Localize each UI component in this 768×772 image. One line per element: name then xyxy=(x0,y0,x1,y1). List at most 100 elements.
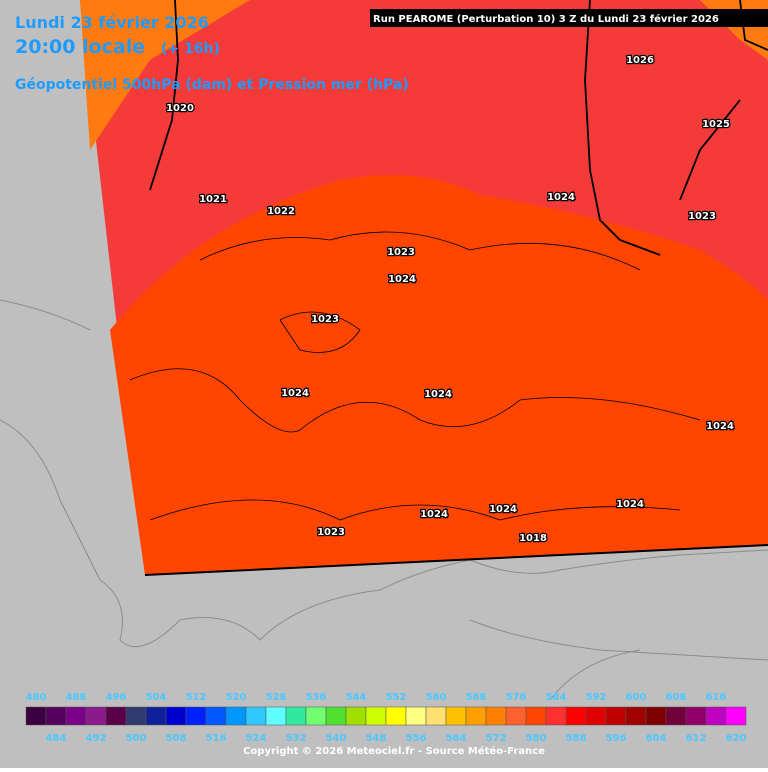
color-swatch xyxy=(465,706,487,726)
run-info: Run PEAROME (Perturbation 10) 3 Z du Lun… xyxy=(373,13,719,25)
legend-label: 548 xyxy=(366,733,387,744)
legend-label: 516 xyxy=(206,733,227,744)
isobar-label: 1020 xyxy=(166,103,194,114)
color-swatch xyxy=(425,706,447,726)
isobar-label: 1022 xyxy=(267,206,295,217)
isobar-labels: 1020 1021 1022 1023 1024 1023 1024 1024 1024 1026… xyxy=(165,54,735,546)
color-swatch xyxy=(545,706,567,726)
isobar-label: 1023 xyxy=(317,527,345,538)
legend-label: 496 xyxy=(106,692,127,703)
legend-label: 532 xyxy=(286,733,307,744)
isobar-label: 1023 xyxy=(311,314,339,325)
colorbar: 480 488 496 504 512 520 528 536 544 552 560 568 576 5… xyxy=(26,692,747,744)
legend-label: 492 xyxy=(86,733,107,744)
color-swatch xyxy=(185,706,207,726)
legend-label: 504 xyxy=(146,692,167,703)
legend-label: 572 xyxy=(486,733,507,744)
domain-edge xyxy=(144,544,768,576)
color-swatch xyxy=(85,706,107,726)
legend-label: 620 xyxy=(726,733,747,744)
isobar-label: 1024 xyxy=(489,504,517,515)
isobar-label: 1023 xyxy=(387,247,415,258)
color-swatch xyxy=(405,706,427,726)
legend-label: 480 xyxy=(26,692,47,703)
color-swatch xyxy=(445,706,467,726)
legend-label: 612 xyxy=(686,733,707,744)
borders xyxy=(149,0,768,256)
color-swatch xyxy=(265,706,287,726)
time: 20:00 locale xyxy=(15,36,145,58)
legend-label: 592 xyxy=(586,692,607,703)
color-swatch xyxy=(105,706,127,726)
color-swatch xyxy=(205,706,227,726)
color-swatch xyxy=(365,706,387,726)
color-swatch xyxy=(305,706,327,726)
legend-label: 616 xyxy=(706,692,727,703)
color-swatch xyxy=(645,706,667,726)
date: Lundi 23 février 2026 xyxy=(15,13,209,32)
isobar-label: 1024 xyxy=(424,389,452,400)
color-swatch xyxy=(565,706,587,726)
color-swatch xyxy=(45,706,67,726)
coastlines xyxy=(0,299,768,701)
color-swatch xyxy=(585,706,607,726)
isobar-label: 1024 xyxy=(281,388,309,399)
run-box xyxy=(370,9,768,27)
legend-label: 528 xyxy=(266,692,287,703)
isobar-label: 1024 xyxy=(420,509,448,520)
legend-label: 608 xyxy=(666,692,687,703)
legend-label: 536 xyxy=(306,692,327,703)
legend-label: 524 xyxy=(246,733,267,744)
legend-label: 556 xyxy=(406,733,427,744)
color-swatch xyxy=(685,706,707,726)
legend-label: 568 xyxy=(466,692,487,703)
isobar-label: 1024 xyxy=(388,274,416,285)
color-swatch xyxy=(165,706,187,726)
isobar-label: 1026 xyxy=(626,55,654,66)
legend-label: 596 xyxy=(606,733,627,744)
isobar-label: 1024 xyxy=(547,192,575,203)
color-swatch xyxy=(665,706,687,726)
legend-label: 576 xyxy=(506,692,527,703)
color-swatch xyxy=(285,706,307,726)
color-swatch xyxy=(385,706,407,726)
isobar-label: 1025 xyxy=(702,119,730,130)
legend-label: 600 xyxy=(626,692,647,703)
color-swatch xyxy=(145,706,167,726)
color-swatch xyxy=(525,706,547,726)
legend-label: 484 xyxy=(46,733,67,744)
isobars xyxy=(129,231,701,521)
legend-label: 560 xyxy=(426,692,447,703)
color-swatch xyxy=(245,706,267,726)
color-swatch xyxy=(625,706,647,726)
geopotential-field xyxy=(110,175,768,575)
color-swatch xyxy=(325,706,347,726)
legend-label: 580 xyxy=(526,733,547,744)
legend-label: 552 xyxy=(386,692,407,703)
color-swatch xyxy=(485,706,507,726)
copyright: Copyright © 2026 Meteociel.fr - Source M… xyxy=(243,745,545,757)
color-swatch xyxy=(505,706,527,726)
legend-label: 540 xyxy=(326,733,347,744)
color-swatch xyxy=(125,706,147,726)
legend-label: 488 xyxy=(66,692,87,703)
legend-label: 512 xyxy=(186,692,207,703)
isobar-label: 1018 xyxy=(519,533,547,544)
color-swatch xyxy=(25,706,47,726)
legend-label: 508 xyxy=(166,733,187,744)
geopotential-field xyxy=(80,0,250,150)
color-swatch xyxy=(225,706,247,726)
legend-label: 544 xyxy=(346,692,367,703)
color-swatch xyxy=(65,706,87,726)
legend-label: 604 xyxy=(646,733,667,744)
color-swatch xyxy=(605,706,627,726)
legend-label: 588 xyxy=(566,733,587,744)
color-swatch xyxy=(725,706,747,726)
color-swatch xyxy=(345,706,367,726)
isobar-label: 1024 xyxy=(706,421,734,432)
color-swatch xyxy=(705,706,727,726)
legend-label: 564 xyxy=(446,733,467,744)
legend-label: 520 xyxy=(226,692,247,703)
isobar-label: 1024 xyxy=(616,499,644,510)
